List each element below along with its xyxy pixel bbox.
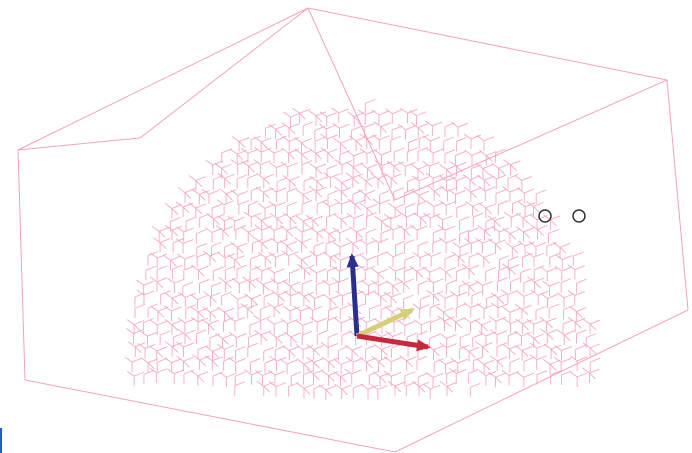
edge-marker	[0, 428, 2, 453]
bounding-box-edge	[139, 7, 309, 139]
z-axis-arrow	[349, 255, 360, 337]
x-axis-arrow-head	[416, 339, 431, 352]
hemisphere-lattice	[124, 98, 601, 400]
bounding-box-edge	[17, 137, 141, 151]
bounding-box	[17, 7, 689, 453]
circle-marker-icon[interactable]	[538, 209, 552, 223]
z-axis-arrow-head	[346, 253, 359, 268]
x-axis-arrow	[356, 333, 429, 350]
bounding-box-edge	[24, 379, 396, 453]
bounding-box-edge	[17, 149, 26, 381]
bounding-box-edge	[307, 7, 668, 81]
bounding-box-edge	[307, 7, 396, 201]
bounding-box-edge	[394, 79, 668, 201]
bounding-box-edge	[394, 309, 689, 453]
bounding-box-edge	[17, 7, 309, 151]
circle-marker-icon[interactable]	[572, 209, 586, 223]
bounding-box-edge	[666, 79, 689, 311]
xyz-axis-gizmo-icon[interactable]	[346, 253, 431, 352]
y-axis-arrow-head	[399, 308, 415, 321]
